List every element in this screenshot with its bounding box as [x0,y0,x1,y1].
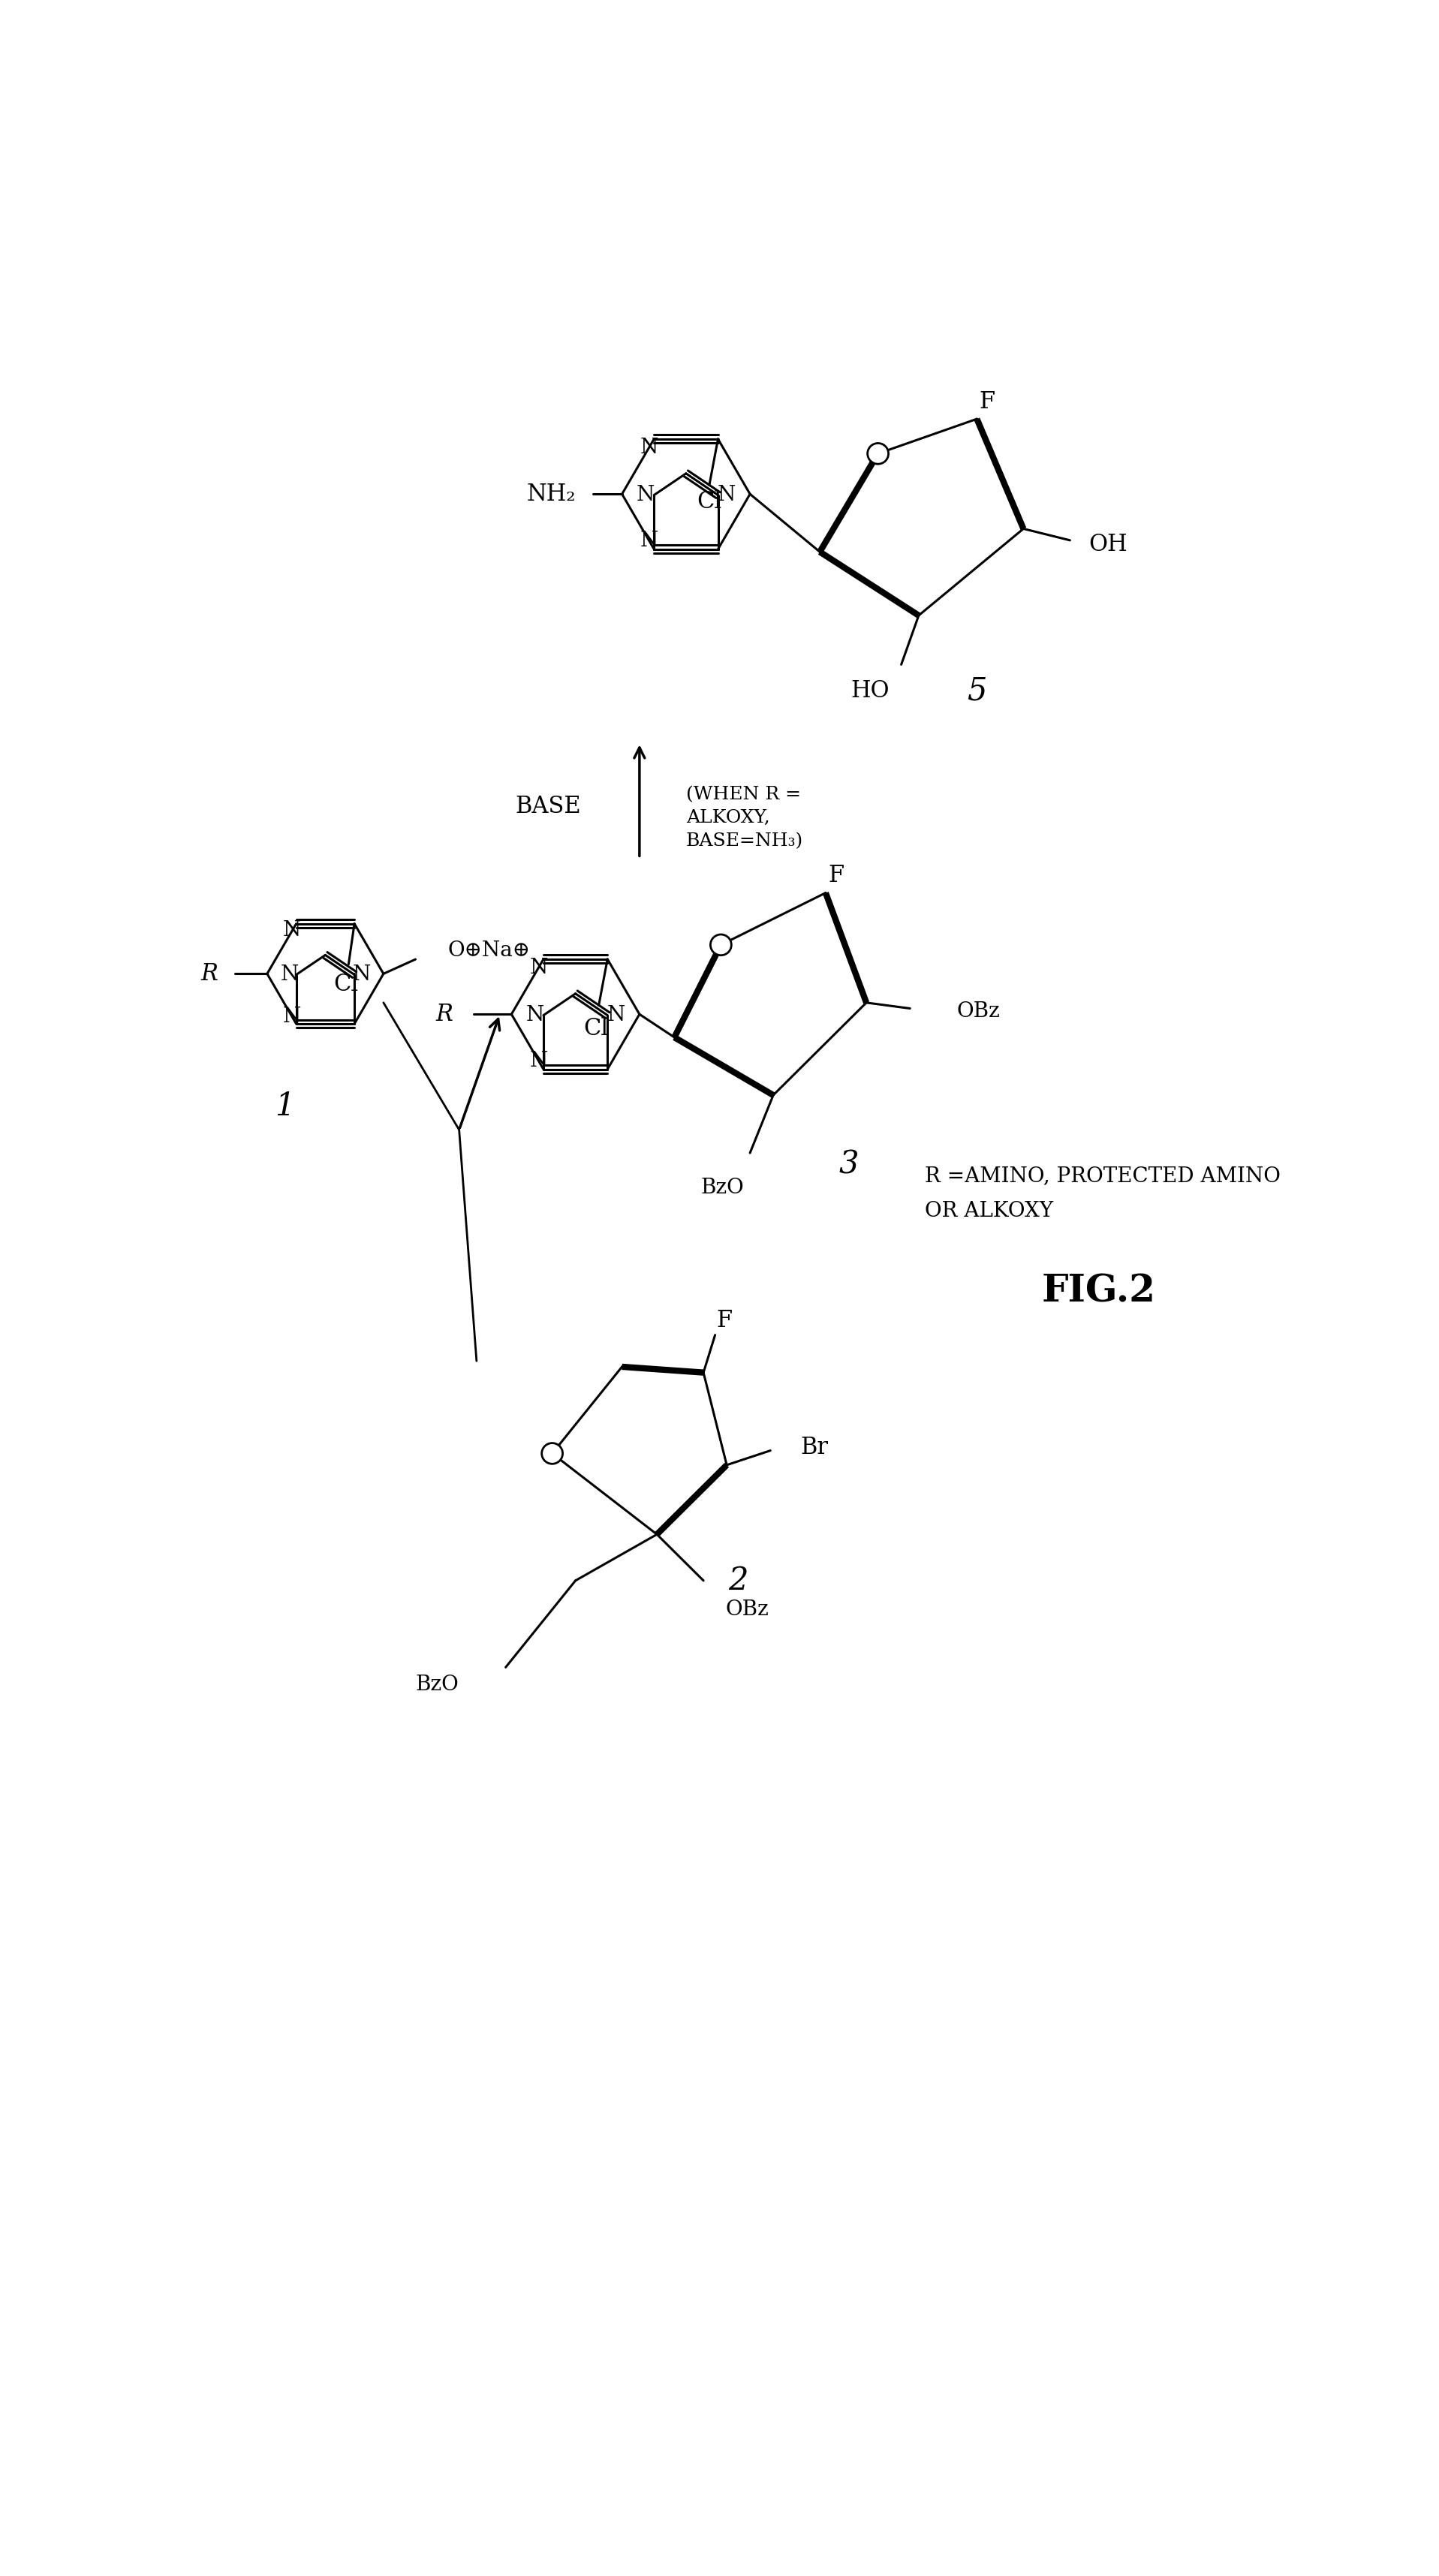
Text: N: N [530,958,548,979]
Text: HO: HO [850,680,889,703]
Text: N: N [640,438,659,459]
Text: F: F [980,389,996,412]
Text: R =AMINO, PROTECTED AMINO: R =AMINO, PROTECTED AMINO [924,1167,1281,1185]
Text: N: N [282,1007,301,1028]
Text: N: N [607,1005,626,1025]
Text: OH: OH [1088,533,1127,556]
Text: R: R [436,1002,453,1025]
Text: N: N [530,1051,548,1072]
Circle shape [711,935,731,956]
Text: N: N [636,484,655,505]
Text: N: N [281,963,298,984]
Text: Cl: Cl [583,1018,609,1041]
Text: OBz: OBz [725,1600,768,1620]
Text: O⊕Na⊕: O⊕Na⊕ [448,940,530,961]
Text: OR ALKOXY: OR ALKOXY [924,1200,1053,1221]
Text: N: N [718,484,735,505]
Text: N: N [525,1005,544,1025]
Circle shape [541,1443,563,1463]
Circle shape [868,443,888,464]
Text: FIG.2: FIG.2 [1042,1273,1156,1311]
Text: N: N [353,963,370,984]
Text: (WHEN R =: (WHEN R = [686,786,802,804]
Text: Cl: Cl [696,489,722,513]
Text: Br: Br [800,1435,827,1461]
Text: BASE=NH₃): BASE=NH₃) [686,832,803,850]
Text: 1: 1 [275,1090,295,1123]
Text: 5: 5 [967,675,987,706]
Text: F: F [829,863,845,886]
Text: 3: 3 [839,1149,859,1180]
Text: ALKOXY,: ALKOXY, [686,809,770,827]
Text: Cl: Cl [334,974,358,997]
Text: 2: 2 [728,1564,748,1597]
Text: BzO: BzO [416,1674,459,1695]
Text: R: R [200,961,217,987]
Text: NH₂: NH₂ [527,482,576,505]
Text: F: F [717,1309,732,1332]
Text: BzO: BzO [701,1177,744,1198]
Text: N: N [282,920,301,940]
Text: BASE: BASE [515,793,581,817]
Text: OBz: OBz [957,1002,1000,1023]
Text: N: N [640,531,659,551]
